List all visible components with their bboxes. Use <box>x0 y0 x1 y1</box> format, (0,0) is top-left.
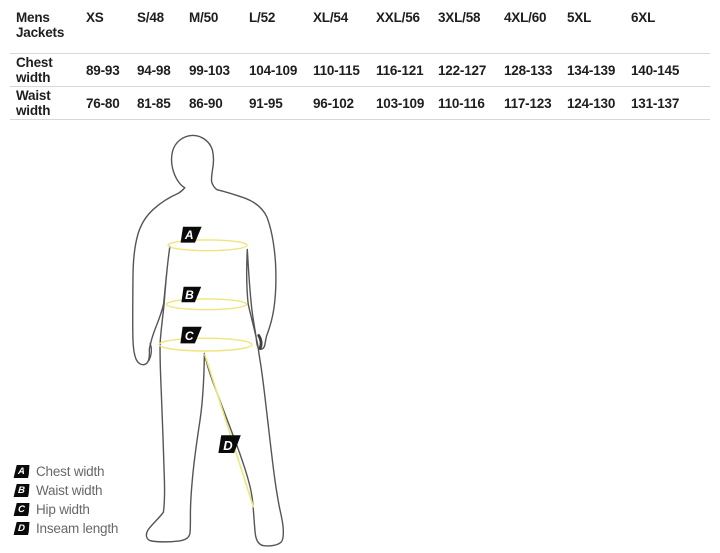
table-value: 134-139 <box>567 62 616 78</box>
legend-label: Inseam length <box>36 521 119 536</box>
marker-badge-a: A <box>180 226 202 243</box>
legend-letter: C <box>17 503 26 515</box>
table-value: 128-133 <box>504 62 553 78</box>
legend-badge-c: C <box>14 503 30 516</box>
left-thumb-line <box>148 342 152 362</box>
column-header-size: 3XL/58 <box>438 10 481 25</box>
inseam-measure-line <box>203 353 255 508</box>
table-value: 122-127 <box>438 62 487 78</box>
table-value: 86-90 <box>189 95 223 111</box>
column-header-size: S/48 <box>137 10 164 25</box>
legend-item-inseam: D Inseam length <box>14 519 118 538</box>
chest-measure-ellipse <box>167 239 248 252</box>
marker-badge-d: D <box>218 435 241 453</box>
table-row-waist-width: Waist width 76-80 81-85 86-90 91-95 96-1… <box>10 87 710 120</box>
body-silhouette <box>132 134 285 547</box>
marker-badge-b: B <box>181 286 202 303</box>
column-header-size: M/50 <box>189 10 219 25</box>
table-value: 104-109 <box>249 62 298 78</box>
legend-label: Hip width <box>36 502 90 517</box>
legend-item-chest: A Chest width <box>14 462 118 481</box>
column-header-size: L/52 <box>249 10 276 25</box>
waist-measure-ellipse <box>165 298 248 311</box>
marker-badge-c: C <box>180 326 202 344</box>
marker-letter: A <box>184 228 194 242</box>
legend-letter: A <box>17 465 26 477</box>
table-value: 81-85 <box>137 95 171 111</box>
table-value: 117-123 <box>504 95 552 111</box>
legend-label: Waist width <box>36 483 103 498</box>
right-thumb-line <box>257 334 263 350</box>
legend-item-waist: B Waist width <box>14 481 118 500</box>
column-header-size: 4XL/60 <box>504 10 547 25</box>
table-value: 91-95 <box>249 95 283 111</box>
marker-letter: B <box>185 288 194 302</box>
table-value: 76-80 <box>86 95 120 111</box>
column-header-size: 5XL <box>567 10 592 25</box>
table-value: 89-93 <box>86 62 120 78</box>
table-value: 94-98 <box>137 62 171 78</box>
measurement-legend: A Chest width B Waist width C Hip width … <box>14 462 118 538</box>
marker-letter: C <box>185 329 194 343</box>
table-value: 116-121 <box>376 62 424 78</box>
column-header-category: Mens Jackets <box>16 10 65 40</box>
legend-badge-d: D <box>14 522 30 535</box>
legend-badge-a: A <box>14 465 30 478</box>
table-value: 110-116 <box>438 95 485 111</box>
legend-badge-b: B <box>14 484 30 497</box>
table-header-row: Mens Jackets XS S/48 M/50 L/52 XL/54 XXL… <box>10 4 710 54</box>
legend-letter: B <box>17 484 26 496</box>
table-value: 96-102 <box>313 95 354 111</box>
column-header-size: XXL/56 <box>376 10 420 25</box>
legend-item-hip: C Hip width <box>14 500 118 519</box>
size-table: Mens Jackets XS S/48 M/50 L/52 XL/54 XXL… <box>10 4 710 120</box>
hip-measure-ellipse <box>158 337 253 352</box>
column-header-size: XS <box>86 10 104 25</box>
table-row-chest-width: Chest width 89-93 94-98 99-103 104-109 1… <box>10 54 710 87</box>
row-label: Chest width <box>16 55 53 85</box>
table-value: 110-115 <box>313 62 360 78</box>
column-header-size: 6XL <box>631 10 656 25</box>
legend-label: Chest width <box>36 464 105 479</box>
marker-letter: D <box>223 438 233 453</box>
legend-letter: D <box>17 522 26 534</box>
table-value: 124-130 <box>567 95 616 111</box>
table-value: 103-109 <box>376 95 425 111</box>
row-label: Waist width <box>16 88 51 118</box>
column-header-size: XL/54 <box>313 10 349 25</box>
table-value: 99-103 <box>189 62 230 78</box>
table-value: 140-145 <box>631 62 680 78</box>
table-value: 131-137 <box>631 95 680 111</box>
